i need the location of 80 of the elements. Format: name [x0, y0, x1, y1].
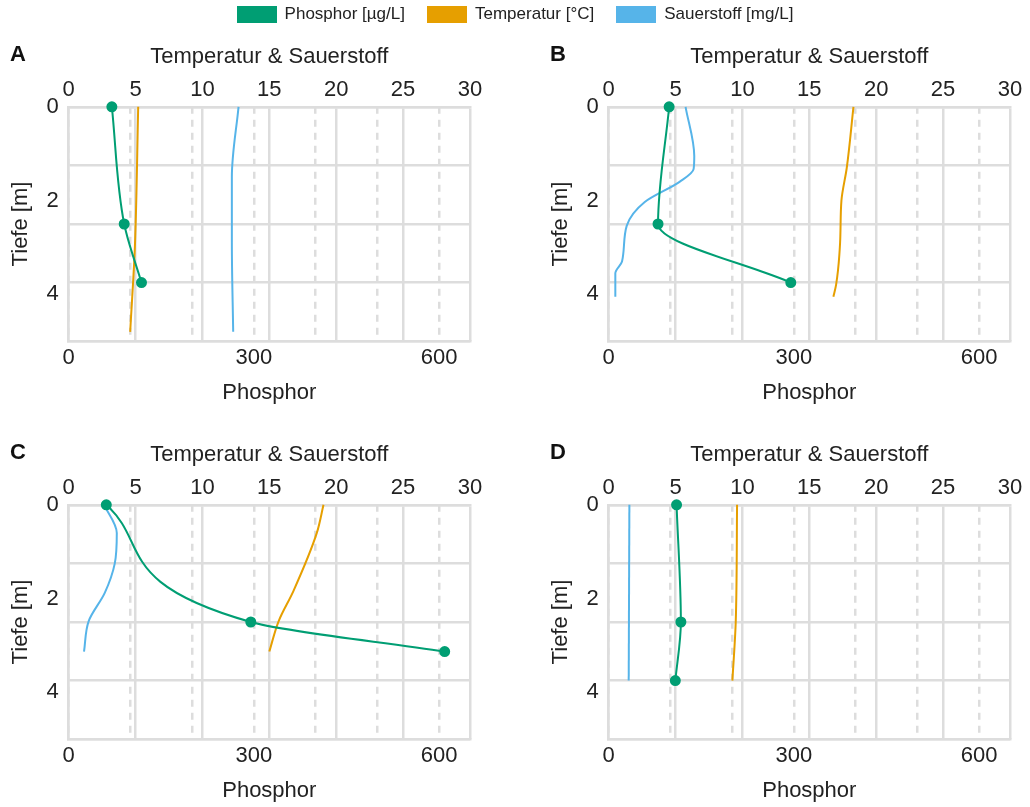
x-axis-title: Phosphor	[762, 776, 857, 802]
chart-title: A	[10, 41, 26, 67]
x2-axis-title: Temperatur & Sauerstoff	[150, 43, 390, 69]
legend-label: Sauerstoff [mg/L]	[664, 4, 794, 24]
x2-tick-label: 5	[669, 473, 682, 499]
x2-tick-label: 5	[669, 75, 682, 101]
x-axis-title: Phosphor	[222, 378, 317, 404]
x2-tick-label: 15	[797, 473, 822, 499]
x-axis-title: Phosphor	[222, 776, 317, 802]
x2-tick-label: 0	[602, 473, 615, 499]
point	[439, 646, 451, 658]
x2-tick-label: 15	[797, 75, 822, 101]
x2-tick-label: 20	[863, 75, 889, 101]
x-tick-label: 300	[775, 344, 813, 370]
x-tick-label: 300	[775, 742, 813, 768]
x2-tick-label: 5	[129, 473, 142, 499]
x-tick-label: 0	[602, 742, 615, 768]
y-tick-label: 4	[46, 280, 59, 306]
x-axis-title: Phosphor	[762, 378, 857, 404]
x2-tick-label: 0	[62, 473, 75, 499]
legend-label: Temperatur [°C]	[474, 4, 595, 24]
x2-tick-label: 20	[323, 75, 349, 101]
x2-tick-label: 15	[257, 75, 282, 101]
x-tick-label: 600	[960, 344, 998, 370]
x2-tick-label: 10	[190, 473, 215, 499]
x2-tick-label: 0	[602, 75, 615, 101]
y-tick-label: 0	[46, 92, 59, 118]
x-tick-label: 300	[235, 344, 273, 370]
point	[785, 277, 797, 289]
x-tick-label: 0	[62, 742, 75, 768]
x2-tick-label: 25	[930, 75, 956, 101]
x-tick-label: 300	[235, 742, 273, 768]
x2-tick-label: 15	[257, 473, 282, 499]
point	[663, 101, 675, 113]
point	[136, 277, 147, 289]
chart-title: C	[10, 439, 26, 465]
x2-tick-label: 10	[190, 75, 215, 101]
chart-title: B	[550, 41, 566, 67]
y-tick-label: 2	[586, 584, 599, 610]
x2-tick-label: 25	[390, 473, 416, 499]
x2-tick-label: 0	[62, 75, 75, 101]
y-tick-label: 4	[586, 280, 599, 306]
y-axis-title: Tiefe [m]	[7, 579, 33, 665]
point	[118, 218, 130, 230]
y-tick-label: 2	[586, 186, 599, 212]
point	[245, 616, 257, 628]
y-tick-label: 4	[586, 678, 599, 704]
x2-axis-title: Temperatur & Sauerstoff	[690, 441, 930, 467]
x2-tick-label: 20	[863, 473, 889, 499]
y-tick-label: 2	[46, 584, 59, 610]
x2-tick-label: 5	[129, 75, 142, 101]
x-tick-label: 600	[960, 742, 998, 768]
y-tick-label: 0	[586, 92, 599, 118]
x-tick-label: 600	[420, 344, 458, 370]
y-tick-label: 2	[46, 186, 59, 212]
y-axis-title: Tiefe [m]	[547, 579, 573, 665]
x-tick-label: 0	[602, 344, 615, 370]
x2-tick-label: 20	[323, 473, 349, 499]
point	[106, 101, 118, 113]
x-tick-label: 600	[420, 742, 458, 768]
chart-title: D	[550, 439, 566, 465]
point	[100, 499, 112, 511]
x2-tick-label: 25	[390, 75, 416, 101]
y-tick-label: 0	[46, 490, 59, 516]
x2-tick-label: 10	[730, 473, 755, 499]
legend-label: Phosphor [µg/L]	[284, 4, 405, 24]
point	[652, 218, 664, 230]
x2-tick-label: 30	[997, 75, 1023, 101]
x2-axis-title: Temperatur & Sauerstoff	[150, 441, 390, 467]
x2-tick-label: 10	[730, 75, 755, 101]
y-tick-label: 4	[46, 678, 59, 704]
x2-tick-label: 30	[457, 473, 483, 499]
x2-tick-label: 25	[930, 473, 956, 499]
x-tick-label: 0	[62, 344, 75, 370]
y-axis-title: Tiefe [m]	[7, 181, 33, 267]
y-axis-title: Tiefe [m]	[547, 181, 573, 267]
y-tick-label: 0	[586, 490, 599, 516]
x2-tick-label: 30	[997, 473, 1023, 499]
x2-axis-title: Temperatur & Sauerstoff	[690, 43, 930, 69]
x2-tick-label: 30	[457, 75, 483, 101]
